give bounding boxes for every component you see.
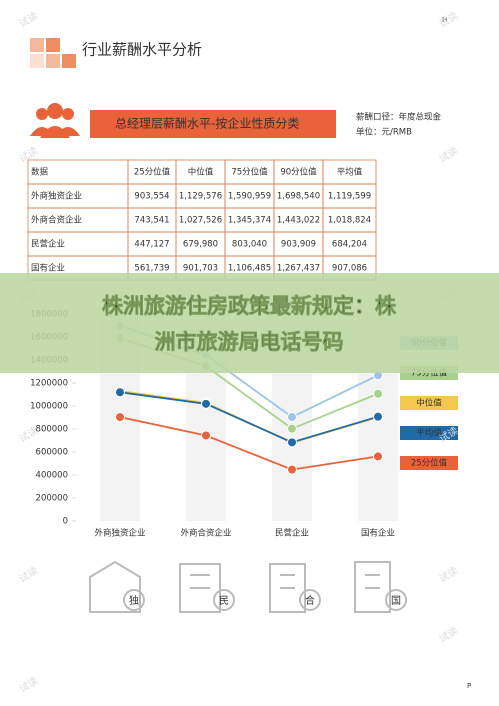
y-tick-label: 1000000 [30, 402, 68, 412]
legend-label: 25分位值 [411, 458, 448, 469]
table-header: 90分位值 [280, 167, 317, 178]
table-header: 75分位值 [231, 167, 268, 178]
table-header: 中位值 [188, 167, 214, 178]
page-letter: H [442, 16, 447, 24]
table-value: 1,129,576 [179, 192, 222, 202]
note: 薪酬口径：年度总现金 [356, 112, 442, 123]
series-line [119, 416, 379, 471]
data-point [201, 398, 211, 409]
data-point [287, 423, 297, 434]
table-value: 1,443,022 [277, 216, 320, 226]
table-value: 1,267,437 [277, 264, 320, 274]
y-tick-label: 1200000 [30, 379, 68, 389]
x-tick-label: 外商合资企业 [180, 528, 231, 539]
table-value: 447,127 [134, 240, 169, 250]
banner-line: 株洲旅游住房政策最新规定：株 [102, 294, 397, 318]
table-value: 903,554 [134, 192, 169, 202]
table-value: 803,040 [232, 240, 267, 250]
table-value: 1,590,959 [228, 192, 271, 202]
x-tick-label: 国有企业 [361, 528, 395, 539]
table-value: 国有企业 [31, 263, 65, 274]
icon-label: 国 [391, 595, 401, 607]
data-point [373, 388, 383, 399]
table-header: 25分位值 [134, 167, 171, 178]
icon-label: 合 [305, 594, 315, 607]
x-tick-label: 民营企业 [275, 528, 309, 539]
table-header: 平均值 [337, 167, 363, 178]
table-value: 1,345,374 [228, 216, 271, 226]
legend-swatch [400, 426, 458, 440]
page-letter: P [467, 682, 471, 690]
legend-swatch [400, 456, 458, 470]
table-value: 561,739 [134, 264, 169, 274]
table-value: 1,018,824 [328, 216, 371, 226]
table-value: 907,086 [332, 264, 367, 274]
legend-label: 平均值 [416, 428, 442, 439]
header-deco [30, 38, 76, 68]
table-value: 外商独资企业 [31, 191, 82, 202]
data-point [115, 412, 125, 423]
people-icon [30, 103, 80, 138]
section-title: 总经理层薪酬水平-按企业性质分类 [115, 116, 299, 131]
legend-label: 中位值 [416, 398, 442, 409]
table-value: 民营企业 [31, 239, 65, 250]
table-value: 679,980 [183, 240, 218, 250]
section-bar [90, 110, 336, 138]
table-value: 903,909 [281, 240, 316, 250]
data-point [201, 430, 211, 441]
data-point [287, 437, 297, 448]
data-point [115, 387, 125, 398]
y-tick-label: 400000 [36, 471, 68, 481]
x-tick-label: 外商独资企业 [94, 528, 145, 539]
table-value: 1,119,599 [328, 192, 371, 202]
banner [0, 273, 499, 373]
y-tick-label: 0 [63, 517, 68, 527]
icon-label: 民 [219, 595, 229, 607]
data-point [373, 451, 383, 462]
data-point [287, 464, 297, 475]
y-tick-label: 200000 [36, 494, 68, 504]
page-title: 行业薪酬水平分析 [82, 41, 202, 59]
table-value: 1,698,540 [277, 192, 320, 202]
y-tick-label: 800000 [36, 425, 68, 435]
y-tick-label: 600000 [36, 448, 68, 458]
data-point [373, 411, 383, 422]
data-point [287, 412, 297, 423]
unit: 单位：元/RMB [356, 127, 412, 138]
table-header: 数据 [31, 167, 49, 178]
building-icons [89, 560, 407, 613]
table-value: 外商合资企业 [31, 215, 82, 226]
table-value: 1,106,485 [228, 264, 271, 274]
banner-line: 洲市旅游局电话号码 [155, 330, 344, 354]
series-line [119, 391, 379, 444]
table-value: 1,027,526 [179, 216, 222, 226]
table-value: 684,204 [332, 240, 367, 250]
icon-label: 独 [129, 594, 139, 607]
table-value: 901,703 [183, 264, 218, 274]
legend-swatch [400, 396, 458, 410]
table-value: 743,541 [134, 216, 169, 226]
